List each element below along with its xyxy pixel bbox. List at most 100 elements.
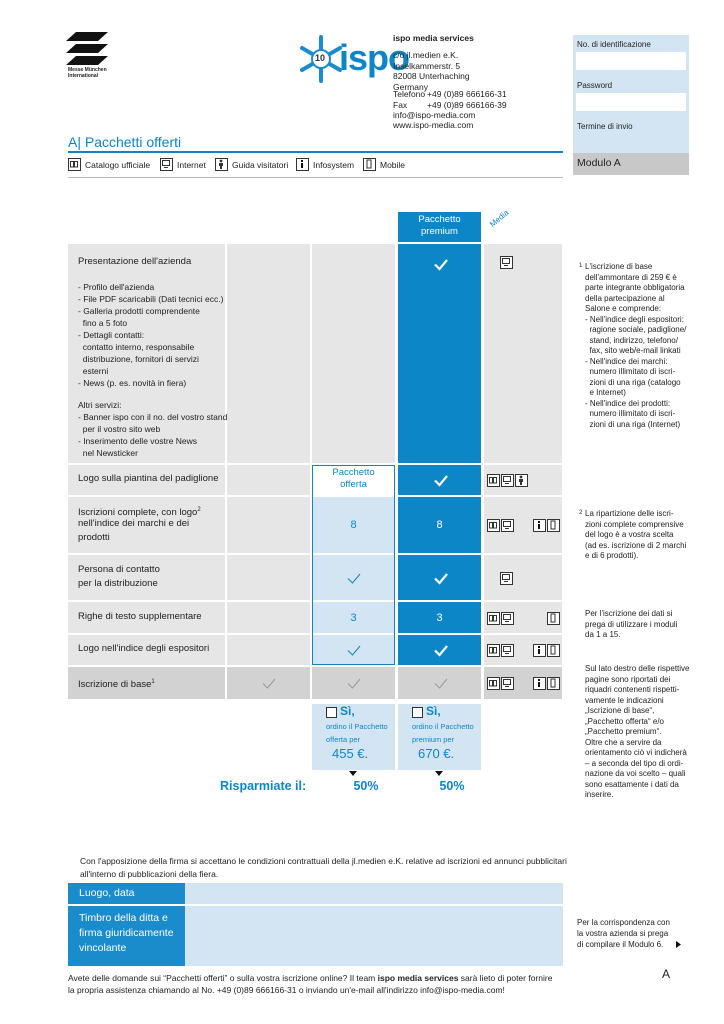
offerta-cell	[312, 635, 395, 665]
label-cell	[68, 635, 225, 665]
check-path	[434, 475, 448, 487]
icon-mobile	[547, 519, 560, 532]
glyph	[538, 649, 540, 654]
icon-catalog	[487, 677, 500, 690]
arrow-down-svg	[349, 771, 357, 776]
glyph	[538, 679, 540, 681]
media-cell	[484, 555, 562, 600]
premium-value: 8	[436, 519, 443, 531]
icon-guide-svg	[215, 158, 228, 171]
icon-catalog	[487, 519, 500, 532]
note-line: e Internet)	[585, 388, 626, 397]
note-line: nazione da voi scelto – quali	[585, 769, 686, 778]
glyph	[489, 680, 497, 687]
icon-internet-svg	[160, 158, 173, 171]
check-svg	[262, 678, 276, 689]
row-detail: contatto interno, responsabile	[78, 342, 195, 352]
field-label: Password	[577, 81, 613, 90]
icon-info-svg	[533, 677, 546, 690]
icon-catalog	[487, 644, 500, 657]
order-checkbox[interactable]	[326, 707, 337, 718]
glyph	[538, 521, 540, 523]
icon-catalog-svg	[487, 474, 500, 487]
order-checkbox[interactable]	[412, 707, 423, 718]
glyph	[502, 258, 510, 264]
premium-cell	[398, 555, 481, 600]
icon-catalog	[68, 158, 81, 171]
mmi-logo	[66, 32, 108, 65]
media-cell	[484, 244, 562, 463]
place-field[interactable]	[185, 883, 563, 904]
order-text: ordino il Pacchetto	[412, 722, 474, 731]
glyph	[301, 160, 303, 162]
note-line: parte integrante obbligatoria	[585, 283, 685, 292]
logo-bar	[66, 44, 108, 53]
glyph	[162, 160, 170, 166]
icon-mobile	[547, 644, 560, 657]
icon-mobile	[363, 158, 376, 171]
glyph	[70, 161, 78, 168]
note-line: fax, sito web/e-mail linkati	[585, 346, 681, 355]
note-line: - Nell'indice dei prodotti:	[585, 398, 671, 408]
input-field[interactable]	[576, 52, 686, 70]
row-label: per la distribuzione	[78, 577, 158, 589]
basic-cell	[227, 465, 310, 495]
row-detail: - Galleria prodotti comprendente	[78, 306, 200, 316]
note-line: „Pacchetto offerta“ e/o	[585, 716, 665, 726]
check-path	[347, 645, 361, 656]
order-yes: Sì,	[340, 704, 355, 718]
check-path	[434, 572, 448, 585]
row-detail: fino a 5 foto	[78, 318, 128, 328]
note-line: Salone e comprende:	[585, 304, 662, 313]
row-detail-heading: Altri servizi:	[78, 400, 122, 410]
icon-internet	[160, 158, 173, 171]
offerta-cell	[312, 555, 395, 600]
icon-info-svg	[533, 644, 546, 657]
icon-internet-svg	[501, 474, 514, 487]
icon-info	[533, 644, 546, 657]
check-svg	[434, 572, 448, 585]
footnote-ref: 2	[197, 507, 201, 513]
row-detail: - Profilo dell'azienda	[78, 282, 155, 292]
order-yes: Sì,	[426, 704, 441, 718]
label-cell	[68, 667, 225, 699]
premium-value: 3	[436, 611, 443, 624]
premium-cell	[398, 635, 481, 665]
premium-cell	[398, 244, 481, 463]
icon-internet	[501, 611, 514, 625]
note-line: numero illimitato di iscri-	[585, 409, 676, 418]
arrow	[435, 771, 443, 776]
place-label: Luogo, data	[79, 887, 135, 899]
arrow-right	[676, 940, 681, 948]
check-svg	[434, 678, 448, 689]
field-label: Termine di invio	[577, 122, 633, 131]
icon-catalog-svg	[487, 644, 500, 657]
label-cell	[68, 555, 225, 600]
note-line: Oltre che a servire da	[585, 737, 662, 747]
stamp-field[interactable]	[185, 906, 563, 966]
basic-cell	[227, 667, 310, 699]
note-line: – a seconda del tipo di ordi-	[585, 758, 684, 768]
glyph	[550, 520, 556, 530]
basic-cell	[227, 244, 310, 463]
row-label: nell'indice dei marchi e dei	[78, 518, 190, 529]
note-line: zioni di una riga (Internet)	[585, 419, 681, 429]
icon-internet	[501, 474, 514, 487]
note-line: - Nell'indice degli espositori:	[585, 314, 684, 324]
icon-mobile-svg	[547, 677, 560, 690]
glyph	[301, 163, 303, 168]
icon-internet	[500, 256, 513, 269]
check-svg	[434, 475, 448, 487]
icon-catalog-svg	[487, 611, 500, 625]
glyph	[503, 679, 511, 685]
legend-label: Infosystem	[313, 160, 355, 170]
row-detail: per il vostro sito web	[78, 424, 161, 434]
icon-info	[296, 158, 309, 171]
input-field[interactable]	[576, 93, 686, 111]
glyph	[550, 678, 556, 688]
arrow-down-svg	[435, 771, 443, 776]
brand-number: 10	[315, 53, 326, 63]
premium-header-text: Pacchetto	[418, 214, 461, 225]
stamp-label: vincolante	[79, 942, 127, 954]
icon-catalog-svg	[68, 158, 81, 171]
